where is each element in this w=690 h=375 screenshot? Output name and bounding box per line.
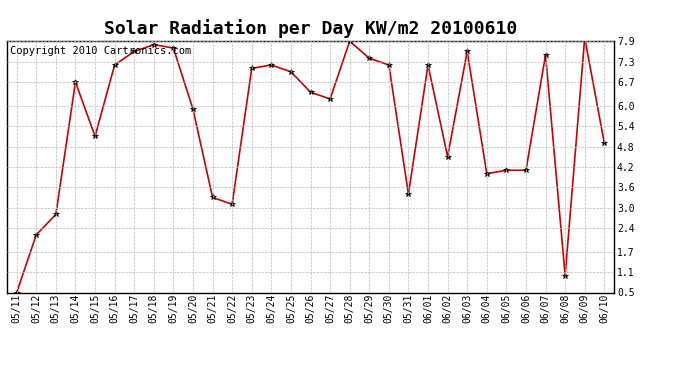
Text: Copyright 2010 Cartronics.com: Copyright 2010 Cartronics.com: [10, 46, 191, 56]
Text: Solar Radiation per Day KW/m2 20100610: Solar Radiation per Day KW/m2 20100610: [104, 19, 517, 38]
